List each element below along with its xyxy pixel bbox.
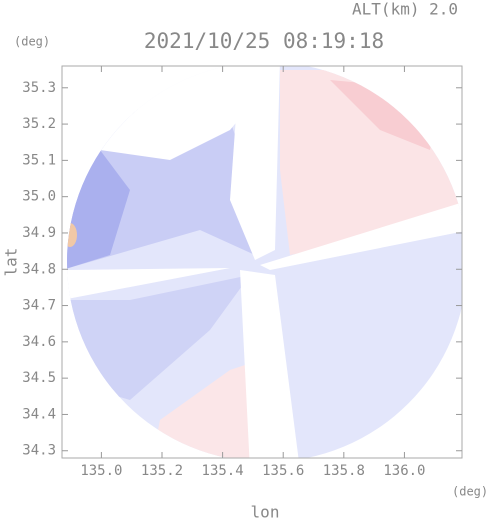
x-unit: (deg) [452, 485, 488, 499]
y-tick-label: 35.0 [22, 189, 56, 205]
x-tick-label: 136.0 [383, 463, 425, 479]
x-tick-label: 135.0 [80, 463, 122, 479]
altitude: ALT(km) 2.0 [352, 0, 458, 19]
chart-title: 2021/10/25 08:19:18 [144, 29, 384, 53]
radar-field [67, 66, 462, 458]
x-tick-label: 135.2 [141, 463, 183, 479]
plot-frame [61, 65, 463, 459]
y-tick-label: 35.1 [22, 152, 56, 168]
x-tick-label: 135.8 [323, 463, 365, 479]
y-tick-label: 35.3 [22, 80, 56, 96]
y-tick-label: 34.7 [22, 298, 56, 314]
approaching-region [67, 275, 250, 400]
zero-velocity-band [67, 268, 230, 300]
zero-velocity-band [260, 200, 462, 270]
y-tick-label: 34.6 [22, 334, 56, 350]
y-unit: (deg) [14, 35, 50, 49]
zero-velocity-band [240, 270, 300, 458]
x-tick-label: 135.6 [262, 463, 304, 479]
echo-spot [67, 223, 77, 247]
y-tick-label: 34.5 [22, 370, 56, 386]
y-axis-label: lat [2, 248, 21, 277]
y-tick-label: 34.9 [22, 225, 56, 241]
x-axis-label: lon [251, 503, 280, 521]
y-tick-label: 35.2 [22, 116, 56, 132]
y-tick-label: 34.3 [22, 443, 56, 459]
x-tick-label: 135.4 [202, 463, 244, 479]
y-tick-label: 34.4 [22, 406, 56, 422]
y-tick-label: 34.8 [22, 261, 56, 277]
